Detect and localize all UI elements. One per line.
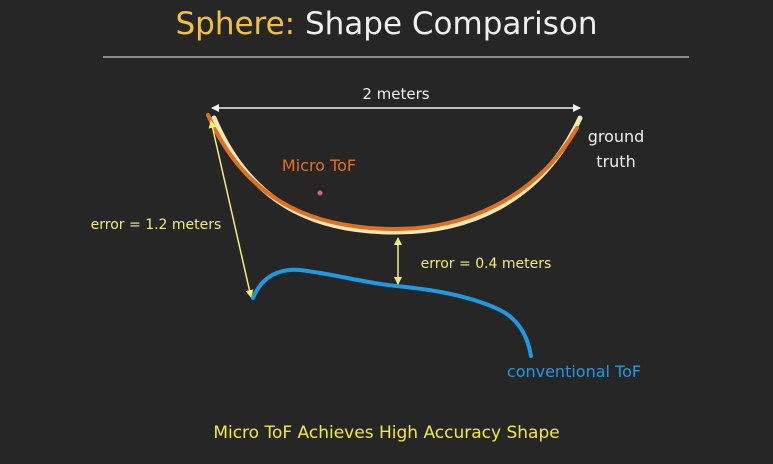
left-error-line	[208, 120, 254, 298]
slide-title: Sphere: Shape Comparison	[0, 2, 773, 46]
title-accent: Sphere:	[175, 6, 296, 42]
error-left-label: error = 1.2 meters	[91, 217, 222, 233]
micro-tof-curve	[206, 113, 579, 232]
conventional-tof-label: conventional ToF	[507, 362, 641, 381]
title-rest: Shape Comparison	[304, 6, 598, 42]
error-center-label: error = 0.4 meters	[421, 256, 552, 272]
ground-truth-label-line1: ground	[588, 127, 645, 146]
marker-dot	[317, 190, 323, 196]
title-divider	[103, 56, 689, 58]
ground-truth-label-line2: truth	[596, 152, 635, 171]
micro-tof-label: Micro ToF	[282, 156, 356, 175]
footer-caption: Micro ToF Achieves High Accuracy Shape	[213, 423, 560, 443]
conventional-tof-curve	[251, 267, 533, 358]
ground-truth-curve	[211, 115, 583, 235]
width-label: 2 meters	[362, 85, 429, 103]
